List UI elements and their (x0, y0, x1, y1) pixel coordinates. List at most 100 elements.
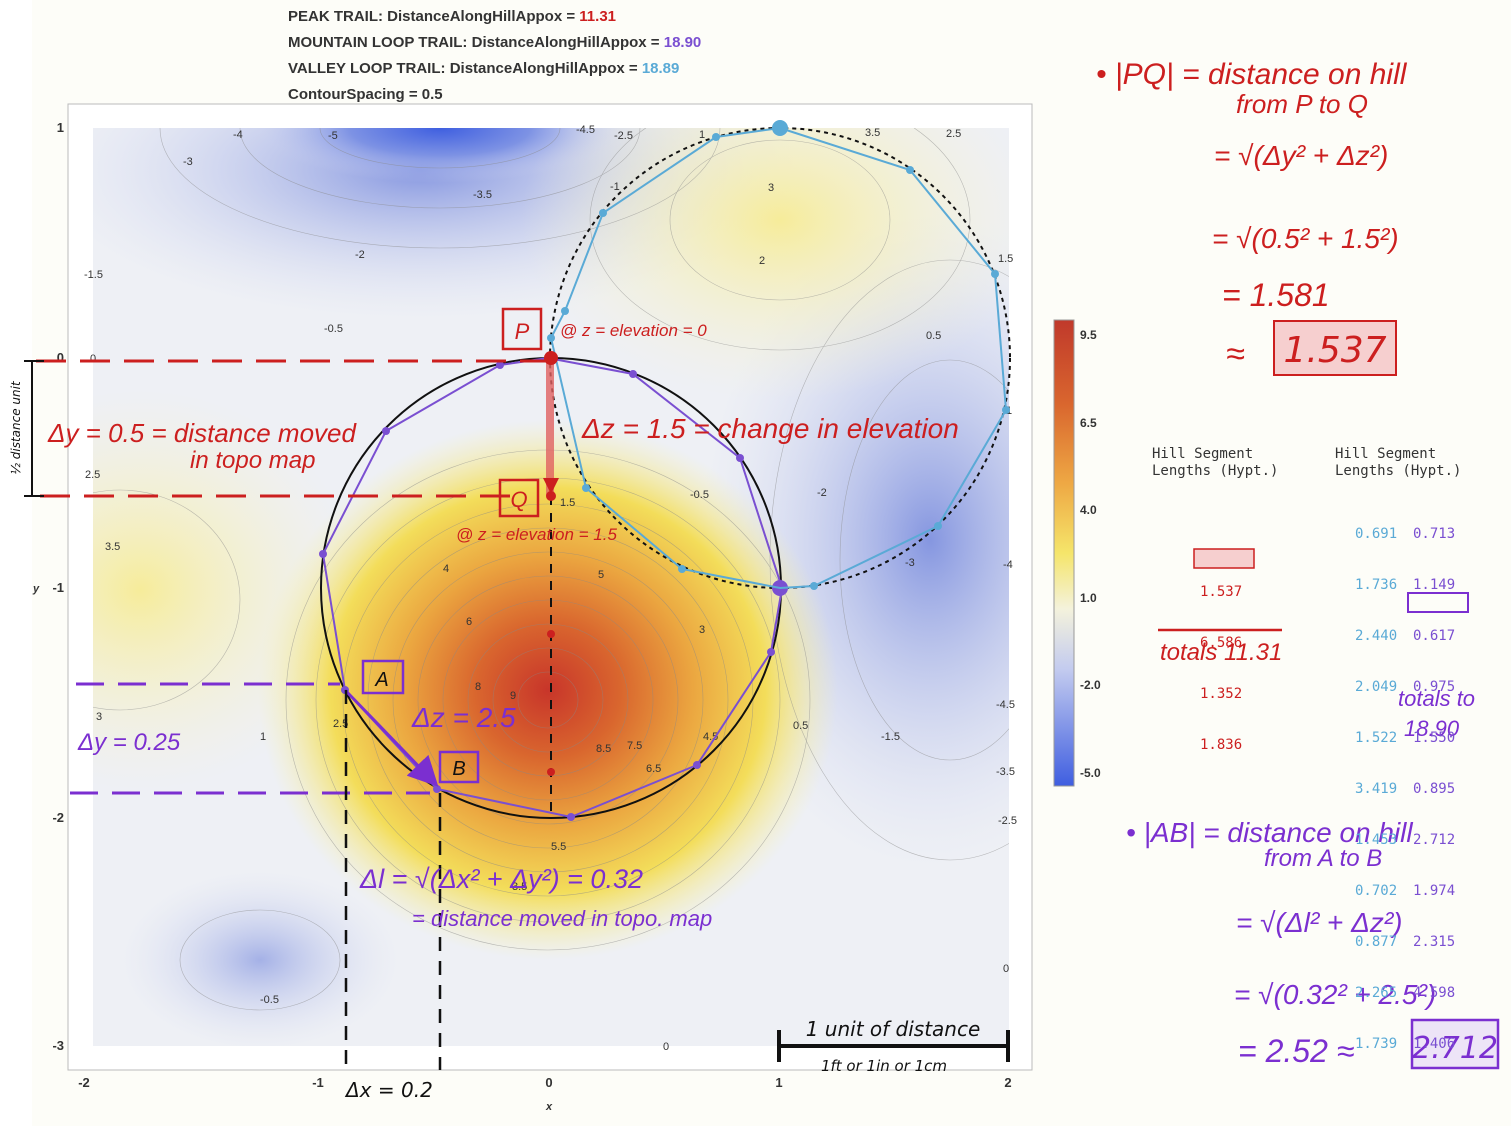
colorbar-tick: 1.0 (1080, 591, 1097, 605)
contour-label: 6.5 (646, 763, 661, 775)
peak-trail-segment (546, 358, 554, 496)
mountain-loop-points (319, 361, 788, 821)
segment-value: 2.440 (1355, 628, 1398, 644)
contour-label: 2.5 (333, 718, 348, 730)
pq-approx-sign: ≈ (1226, 335, 1245, 373)
contour-label: 1.5 (998, 253, 1013, 265)
contour-label: 2.5 (85, 469, 100, 481)
ab-guides (70, 659, 480, 795)
peak-trail-value: 11.31 (579, 8, 617, 25)
ab-note-title-2: from A to B (1264, 845, 1382, 872)
segment-value: 0.895 (1413, 781, 1456, 797)
contour-label: 1 (260, 731, 266, 743)
contour-label: 3.5 (865, 127, 880, 139)
dz-pq-note: Δz = 1.5 = change in elevation (581, 413, 959, 444)
dl-formula: Δl = √(Δx² + Δy²) = 0.32 (359, 864, 643, 894)
segment-value: 0.713 (1413, 526, 1456, 542)
x-tick: 0 (545, 1075, 552, 1090)
half-unit-label: ½ distance unit (9, 380, 23, 475)
colorbar-tick: 6.5 (1080, 416, 1097, 430)
contour-label: 4 (443, 563, 449, 575)
segment-value: 1.406 (1413, 1036, 1456, 1052)
pq-result-value: 1.537 (1283, 330, 1386, 371)
y-tick: -3 (52, 1038, 64, 1053)
contour-label: 3 (96, 711, 102, 723)
left-total: totals 11.31 (1160, 639, 1282, 666)
p-elevation-note: @ z = elevation = 0 (560, 321, 707, 340)
contour-label: 5.5 (551, 841, 566, 853)
contour-label: -3.5 (473, 189, 492, 201)
pq-formula-1: = √(Δy² + Δz²) (1214, 140, 1388, 171)
contour-label: 7.5 (627, 740, 642, 752)
contour-label: -5 (328, 130, 338, 142)
contour-label: -4.5 (576, 124, 595, 136)
segment-value: 2.049 (1355, 679, 1398, 695)
contour-label: 0.5 (926, 330, 941, 342)
colorbar-tick: 9.5 (1080, 328, 1097, 342)
valley-loop-path (549, 127, 1008, 590)
contour-label: 0.5 (793, 720, 808, 732)
contour-spacing-line: ContourSpacing = 0.5 (288, 86, 443, 103)
contour-label: -0.5 (690, 489, 709, 501)
contour-label: -2.5 (614, 130, 633, 142)
segment-value: 4.598 (1413, 985, 1456, 1001)
segment-value: 1.537 (1200, 584, 1243, 600)
ab-dx-guides (344, 690, 442, 1070)
segment-value: 0.975 (1413, 679, 1456, 695)
segment-value: 0.877 (1355, 934, 1398, 950)
contour-label: -1.5 (84, 269, 103, 281)
segment-value: 3.419 (1355, 781, 1398, 797)
mountain-trail-value: 18.90 (663, 34, 702, 51)
scale-bar (777, 1030, 1010, 1062)
pq-note-title-2: from P to Q (1236, 89, 1368, 119)
contour-label: -0.5 (260, 994, 279, 1006)
contour-label: -3 (905, 557, 915, 569)
contour-label: 3 (699, 624, 705, 636)
dy-pq-note: Δy = 0.5 = distance moved (47, 418, 357, 448)
right-segment-col2: 0.713 1.149 0.617 0.975 1.550 0.895 2.71… (1413, 492, 1455, 1070)
y-tick: 1 (57, 120, 64, 135)
contour-label: 1 (699, 129, 705, 141)
colorbar-tick: -2.0 (1080, 678, 1101, 692)
contour-label: 3.5 (512, 881, 527, 893)
contour-label: 0 (1003, 963, 1009, 975)
contour-label: -1 (610, 181, 620, 193)
valley-trail-metric: DistanceAlongHillAppox = (449, 60, 638, 77)
ab-formula-1: = √(Δl² + Δz²) (1236, 907, 1403, 938)
contour-label: -4.5 (996, 699, 1015, 711)
segment-value: 1.522 (1355, 730, 1398, 746)
contour-label: 5 (598, 569, 604, 581)
segment-value: 1.149 (1413, 577, 1456, 593)
pq-result-box (1273, 320, 1397, 376)
scale-label-top: 1 unit of distance (806, 1017, 981, 1041)
contour-label: -2 (817, 487, 827, 499)
pq-formula-2: = √(0.5² + 1.5²) (1212, 223, 1399, 254)
q-elevation-note: @ z = elevation = 1.5 (456, 525, 617, 544)
right-highlight-box (1407, 592, 1469, 613)
ab-note-title: • |AB| = distance on hill (1126, 817, 1413, 848)
contour-label: -4 (233, 129, 243, 141)
segment-value: 1.550 (1413, 730, 1456, 746)
contour-label: 8 (475, 681, 481, 693)
right-total-label: totals to (1398, 686, 1475, 711)
segment-value: 1.739 (1355, 1036, 1398, 1052)
y-axis-label: y (32, 583, 40, 595)
contour-label: -4 (1003, 559, 1013, 571)
colorbar-tick: -5.0 (1080, 766, 1101, 780)
contour-label: 9 (510, 690, 516, 702)
contour-label: 8.5 (596, 743, 611, 755)
segment-value: 1.453 (1355, 832, 1398, 848)
pq-formula-3: = 1.581 (1222, 277, 1330, 313)
x-tick: -1 (312, 1075, 324, 1090)
x-axis-label: x (545, 1101, 553, 1113)
peak-trail-metric: DistanceAlongHillAppox = (387, 8, 576, 25)
left-highlight-box (1193, 548, 1255, 569)
contour-label: -0.5 (324, 323, 343, 335)
valley-trail-label: VALLEY LOOP TRAIL: (288, 60, 446, 77)
scale-label-bottom: 1ft or 1in or 1cm (821, 1057, 947, 1075)
axis-ticks: -2 -1 0 1 2 x 1 0 -1 -2 -3 y (32, 120, 1012, 1113)
valley-trail-line: VALLEY LOOP TRAIL: DistanceAlongHillAppo… (288, 60, 679, 77)
left-segment-values: 1.537 6.586 1.352 1.836 (1200, 550, 1242, 771)
pq-guides (36, 307, 548, 518)
half-unit-bracket (24, 360, 44, 497)
